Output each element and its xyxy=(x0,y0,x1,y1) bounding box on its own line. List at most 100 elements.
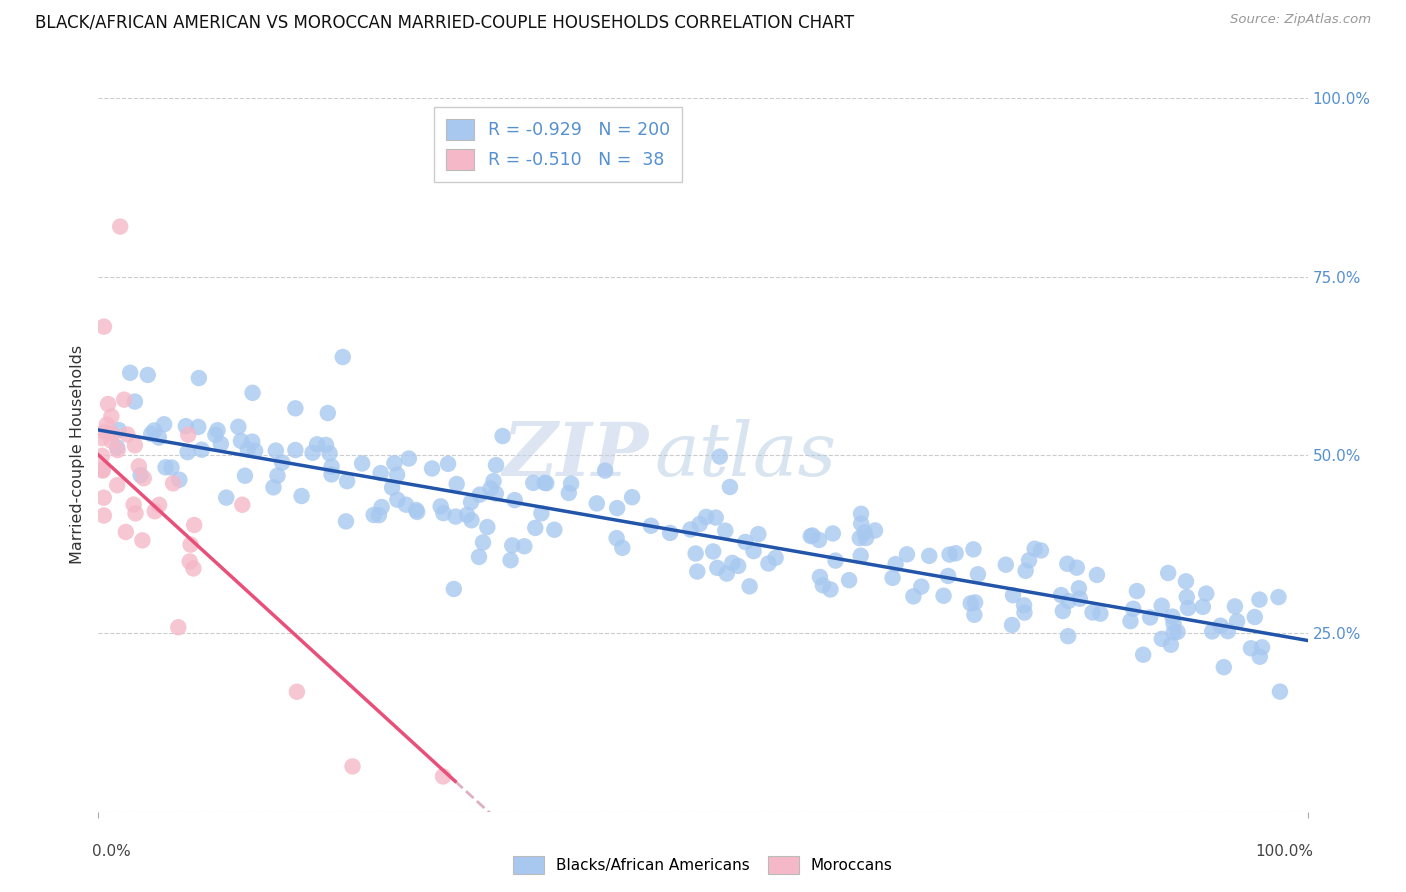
Point xyxy=(801,528,824,542)
Point xyxy=(174,419,197,434)
Point xyxy=(499,553,522,567)
Point xyxy=(606,501,628,516)
Point xyxy=(716,566,738,581)
Point xyxy=(381,481,404,495)
Point xyxy=(136,368,159,382)
Point xyxy=(367,508,389,523)
Point xyxy=(114,524,136,539)
Point xyxy=(177,427,200,442)
Point xyxy=(1177,601,1199,615)
Y-axis label: Married-couple Households: Married-couple Households xyxy=(69,345,84,565)
Point xyxy=(863,524,886,538)
Point xyxy=(209,437,232,451)
Point xyxy=(1014,564,1036,578)
Point xyxy=(689,516,711,531)
Point xyxy=(612,541,634,555)
Point xyxy=(1056,557,1078,571)
Point xyxy=(93,425,115,439)
Point xyxy=(1243,610,1265,624)
Point xyxy=(1160,638,1182,652)
Point xyxy=(1067,581,1090,595)
Text: 100.0%: 100.0% xyxy=(1256,844,1313,859)
Point xyxy=(967,567,990,582)
Point xyxy=(1251,640,1274,655)
Point xyxy=(290,489,312,503)
Point xyxy=(479,482,502,496)
Point xyxy=(183,561,205,575)
Point xyxy=(477,520,499,534)
Point xyxy=(994,558,1017,572)
Point xyxy=(321,459,343,474)
Point xyxy=(543,523,565,537)
Point xyxy=(1001,618,1024,632)
Point xyxy=(1052,604,1074,618)
Point xyxy=(160,460,183,475)
Text: BLACK/AFRICAN AMERICAN VS MOROCCAN MARRIED-COUPLE HOUSEHOLDS CORRELATION CHART: BLACK/AFRICAN AMERICAN VS MOROCCAN MARRI… xyxy=(35,13,855,31)
Point xyxy=(820,582,842,597)
Point xyxy=(918,549,941,563)
Point xyxy=(307,437,329,451)
Point xyxy=(853,525,876,540)
Point xyxy=(530,506,553,520)
Point xyxy=(738,579,761,593)
Point xyxy=(1119,614,1142,628)
Point xyxy=(100,434,122,448)
Point xyxy=(1249,649,1271,664)
Point xyxy=(180,538,202,552)
Point xyxy=(503,493,526,508)
Point xyxy=(385,467,408,482)
Point xyxy=(93,491,115,505)
Point xyxy=(105,478,128,492)
Point xyxy=(318,446,340,460)
Point xyxy=(460,513,482,527)
Point xyxy=(332,350,354,364)
Point xyxy=(316,406,339,420)
Point xyxy=(1050,588,1073,602)
Point xyxy=(1024,541,1046,556)
Point xyxy=(910,580,932,594)
Point xyxy=(849,531,872,545)
Point xyxy=(108,219,131,234)
Point xyxy=(342,759,364,773)
Point xyxy=(132,471,155,485)
Point xyxy=(808,533,831,547)
Point xyxy=(122,498,145,512)
Point xyxy=(1192,599,1215,614)
Point xyxy=(485,458,508,472)
Point xyxy=(685,547,707,561)
Point xyxy=(800,529,823,543)
Point xyxy=(1161,609,1184,624)
Point xyxy=(91,431,114,445)
Point xyxy=(560,476,582,491)
Point xyxy=(263,480,285,494)
Point xyxy=(148,498,170,512)
Point xyxy=(143,424,166,438)
Point xyxy=(1122,601,1144,615)
Point xyxy=(679,523,702,537)
Point xyxy=(1057,594,1080,608)
Point xyxy=(536,476,558,491)
Point xyxy=(420,461,443,475)
Point xyxy=(370,500,392,514)
Point xyxy=(112,392,135,407)
Point xyxy=(936,569,959,583)
Point xyxy=(884,557,907,571)
Point xyxy=(1223,599,1246,614)
Point xyxy=(105,440,128,454)
Point xyxy=(363,508,385,522)
Point xyxy=(1157,566,1180,580)
Point xyxy=(1001,588,1024,602)
Point xyxy=(808,570,831,584)
Point xyxy=(1029,543,1052,558)
Point xyxy=(432,769,454,783)
Point xyxy=(882,571,904,585)
Point xyxy=(93,508,115,523)
Point xyxy=(718,480,741,494)
Point xyxy=(179,554,201,568)
Point xyxy=(100,409,122,424)
Point xyxy=(1018,553,1040,567)
Point xyxy=(472,535,495,549)
Point xyxy=(896,547,918,561)
Point xyxy=(1066,560,1088,574)
Point xyxy=(1268,684,1291,698)
